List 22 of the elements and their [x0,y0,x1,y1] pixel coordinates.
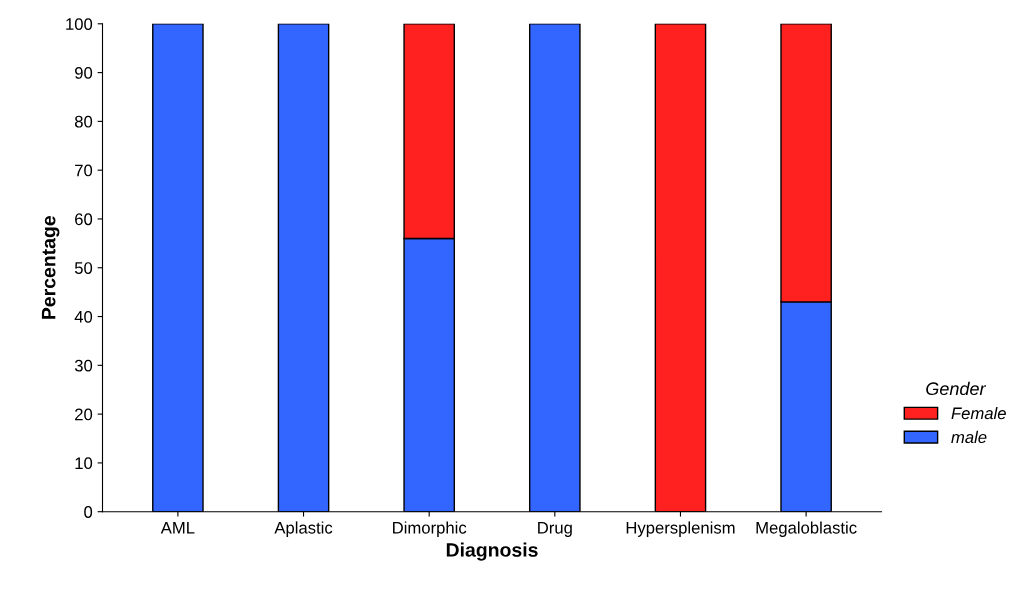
legend-label: Female [951,407,1006,420]
x-tick-label: Dimorphic [393,521,467,537]
legend-label: male [951,430,987,444]
y-tick-label: 100 [66,18,93,30]
y-tick-label: 60 [75,213,93,226]
y-tick-label: 40 [74,310,93,323]
x-tick-label: Drug [538,522,572,537]
x-tick-label: Aplastic [274,521,333,537]
y-tick-label: 30 [74,359,93,372]
x-tick-label: Megaloblastic [756,521,857,537]
legend-title: Gender [926,381,987,396]
y-axis-title: Percentage [41,215,60,319]
y-tick-label: 50 [74,262,93,274]
x-tick-label: AML [160,522,195,534]
y-tick-label: 20 [75,408,93,421]
y-tick-label: 0 [84,506,93,518]
y-tick-label: 80 [74,115,93,128]
y-tick-label: 90 [75,66,93,79]
x-tick-label: Hypersplenism [626,521,735,537]
y-tick-label: 10 [75,457,93,470]
x-axis-title: Diagnosis [446,542,538,561]
y-tick-label: 70 [75,164,93,177]
